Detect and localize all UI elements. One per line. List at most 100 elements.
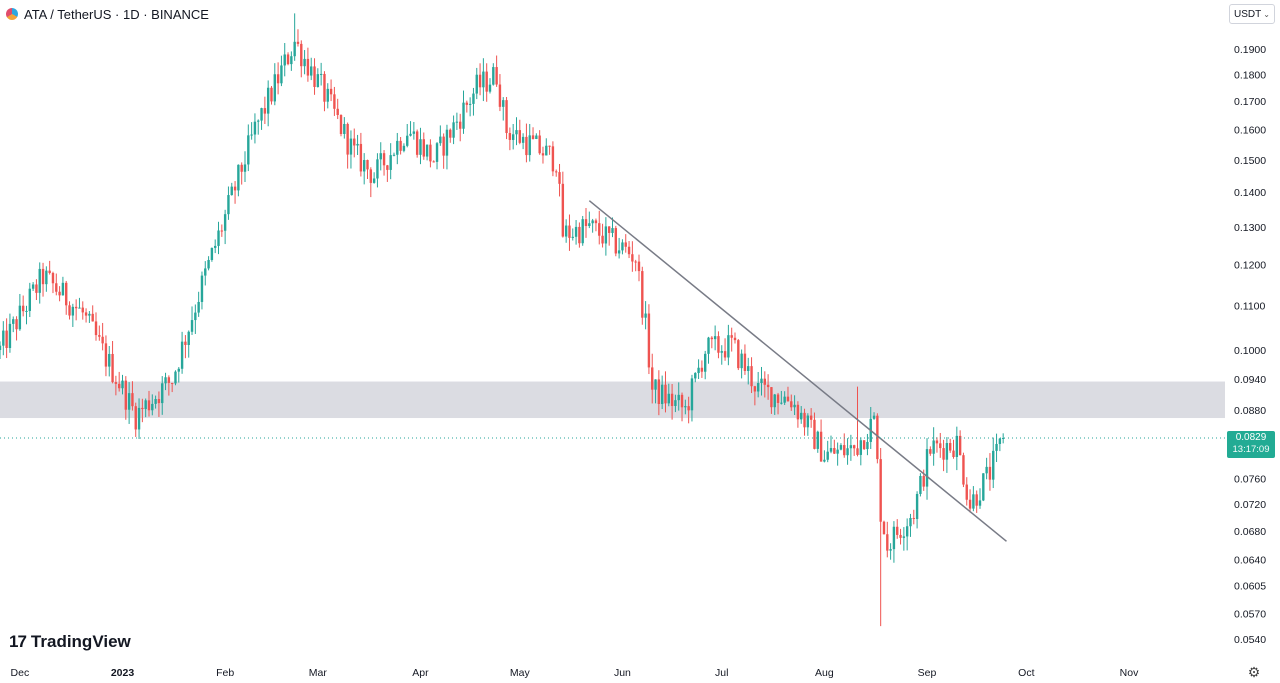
candle-body <box>740 353 743 369</box>
candle-body <box>78 307 81 309</box>
candle-body <box>303 58 306 67</box>
candle-body <box>737 340 740 369</box>
candle-body <box>492 67 495 85</box>
candle-body <box>694 373 697 379</box>
candle-body <box>578 226 581 244</box>
x-tick-label: Nov <box>1120 667 1139 679</box>
candle-body <box>945 443 949 460</box>
y-tick-label: 0.1600 <box>1234 125 1266 137</box>
candle-body <box>300 43 303 67</box>
candle-body <box>591 220 594 224</box>
candle-body <box>995 443 998 451</box>
candle-body <box>806 415 810 428</box>
candle-body <box>690 378 694 411</box>
candle-body <box>412 131 416 134</box>
candle-body <box>839 445 843 450</box>
candle-body <box>905 526 909 537</box>
candle-body <box>862 440 866 450</box>
candle-body <box>922 475 925 487</box>
candle-body <box>247 135 250 165</box>
currency-label: USDT <box>1234 8 1262 20</box>
candle-body <box>415 131 419 155</box>
candle-body <box>545 145 548 156</box>
candle-body <box>915 493 919 519</box>
candle-body <box>942 448 945 460</box>
candle-body <box>935 440 939 444</box>
candle-body <box>475 74 478 94</box>
currency-selector[interactable]: USDT ⌄ <box>1229 4 1275 24</box>
y-tick-label: 0.1200 <box>1234 260 1266 272</box>
candle-body <box>204 268 207 276</box>
candle-body <box>137 407 141 430</box>
candle-body <box>631 254 634 262</box>
candle-body <box>511 134 515 140</box>
candle-body <box>15 319 18 330</box>
candle-body <box>197 301 200 313</box>
candle-body <box>429 144 432 162</box>
candle-body <box>952 450 955 457</box>
candle-body <box>399 140 402 151</box>
gear-icon[interactable]: ⚙ <box>1247 663 1261 680</box>
candle-body <box>753 386 757 392</box>
last-price-tag: 0.0829 13:17:09 <box>1227 430 1275 458</box>
y-tick-label: 0.0680 <box>1234 526 1266 538</box>
candle-body <box>773 394 776 408</box>
candle-body <box>551 146 555 172</box>
candle-body <box>243 164 247 172</box>
y-tick-label: 0.0605 <box>1234 581 1266 593</box>
candle-body <box>660 384 664 405</box>
candle-body <box>882 521 886 535</box>
candle-body <box>750 366 753 387</box>
candle-body <box>154 399 157 404</box>
candle-body <box>720 351 723 353</box>
candle-body <box>800 412 803 420</box>
candle-body <box>283 54 286 66</box>
candle-body <box>41 268 45 285</box>
candle-body <box>472 93 475 104</box>
candle-body <box>488 84 492 92</box>
candle-body <box>230 186 233 196</box>
candle-body <box>614 228 618 254</box>
chevron-down-icon: ⌄ <box>1263 9 1270 19</box>
candle-body <box>336 108 339 115</box>
candle-body <box>518 130 521 143</box>
candle-body <box>12 319 15 324</box>
candle-body <box>621 242 624 251</box>
candle-body <box>257 120 260 122</box>
candle-body <box>237 164 240 191</box>
candle-body <box>25 310 28 312</box>
x-tick-label: Aug <box>815 667 834 679</box>
candle-body <box>84 312 88 316</box>
candle-body <box>985 466 988 474</box>
candle-body <box>333 94 336 109</box>
x-tick-label: Sep <box>918 667 937 679</box>
candle-body <box>35 284 38 293</box>
candle-body <box>538 135 541 154</box>
candle-body <box>786 396 790 402</box>
candle-body <box>207 259 210 269</box>
candle-body <box>902 536 906 538</box>
candle-body <box>74 306 78 309</box>
candle-body <box>508 133 512 140</box>
candle-body <box>131 393 134 407</box>
candle-body <box>462 102 465 129</box>
candle-body <box>793 404 796 408</box>
candle-body <box>280 65 283 84</box>
candle-body <box>531 135 535 139</box>
candle-body <box>91 313 94 322</box>
candle-body <box>776 394 780 403</box>
candle-body <box>515 130 518 135</box>
candle-body <box>2 330 5 346</box>
candle-body <box>829 448 833 452</box>
candle-body <box>892 526 896 550</box>
candle-body <box>71 306 75 316</box>
candle-body <box>94 321 98 336</box>
candle-body <box>617 250 621 254</box>
trendline[interactable] <box>588 200 1007 542</box>
candle-body <box>955 435 959 457</box>
tradingview-logo[interactable]: 17 TradingView <box>9 632 131 652</box>
candle-body <box>316 74 320 87</box>
symbol-header[interactable]: ATA / TetherUS · 1D · BINANCE <box>6 4 209 24</box>
candle-body <box>704 353 707 372</box>
